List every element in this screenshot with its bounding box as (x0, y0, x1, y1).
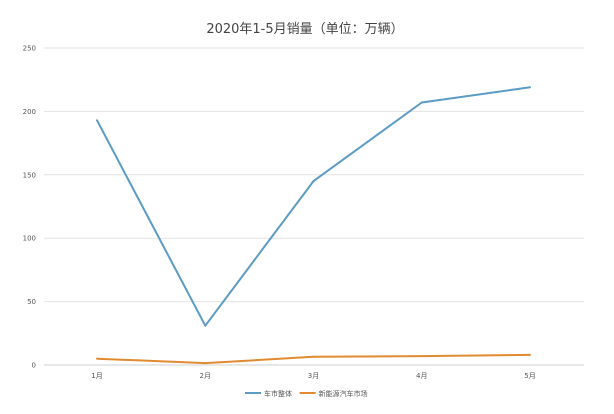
x-tick-label: 1月 (91, 372, 102, 380)
x-tick-label: 2月 (200, 372, 211, 380)
data-point (529, 353, 531, 356)
y-tick-label: 200 (23, 108, 36, 116)
data-point (204, 324, 207, 327)
y-axis-ticks: 0 50 100 150 200 250 (23, 45, 36, 370)
data-point (312, 355, 315, 358)
data-point (420, 355, 423, 358)
series-line (96, 86, 531, 327)
x-tick-label: 3月 (308, 372, 319, 380)
data-point (96, 357, 98, 360)
data-point (420, 101, 423, 104)
data-point (96, 119, 98, 122)
legend-label: 新能源汽车市场 (319, 389, 368, 398)
y-tick-label: 0 (32, 362, 36, 370)
legend: 车市整体 新能源汽车市场 (245, 389, 368, 398)
y-tick-label: 150 (23, 171, 36, 179)
grid-lines (44, 47, 584, 366)
chart-title: 2020年1-5月销量（单位：万辆） (206, 22, 403, 37)
legend-label: 车市整体 (264, 389, 292, 398)
x-tick-label: 5月 (524, 372, 535, 380)
series-lines (96, 86, 531, 365)
x-tick-label: 4月 (416, 372, 427, 380)
y-tick-label: 100 (23, 235, 36, 243)
y-tick-label: 50 (27, 298, 36, 306)
data-point (529, 86, 531, 89)
y-tick-label: 250 (23, 45, 36, 53)
data-point (312, 180, 315, 183)
data-point (204, 362, 207, 365)
x-axis-ticks: 1月 2月 3月 4月 5月 (91, 372, 535, 380)
